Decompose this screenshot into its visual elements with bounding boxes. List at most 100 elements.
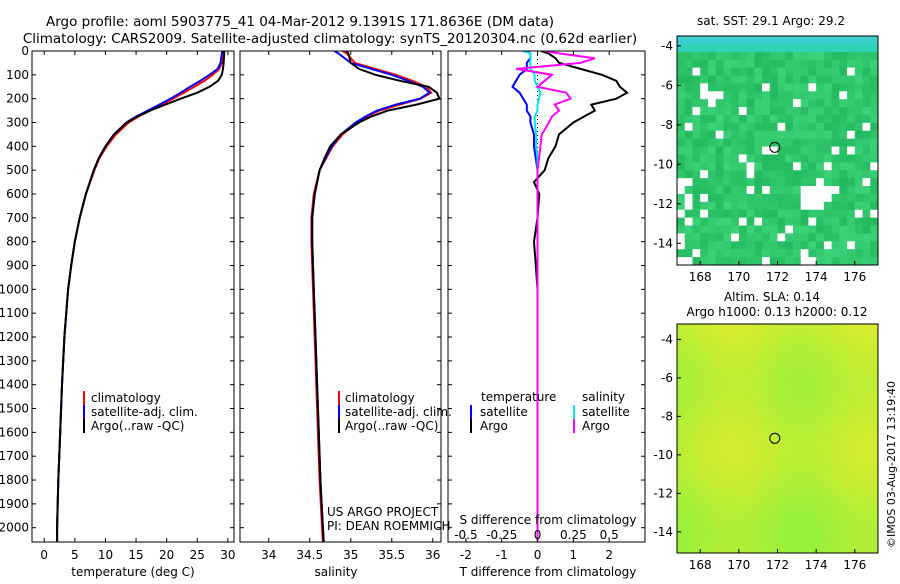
map-cell	[847, 489, 856, 499]
map-cell	[854, 249, 864, 258]
map-cell	[854, 43, 864, 53]
map-cell	[831, 379, 840, 388]
map-cell	[785, 324, 794, 333]
map-cell	[816, 225, 825, 235]
map-cell	[746, 489, 755, 499]
map-cell	[870, 154, 878, 163]
map-cell	[870, 434, 878, 444]
map-cell	[677, 201, 686, 211]
map-cell	[792, 241, 802, 250]
map-cell	[800, 59, 810, 69]
map-cell	[707, 379, 717, 388]
map-cell	[854, 474, 864, 483]
map-cell	[684, 371, 694, 380]
map-cell	[854, 36, 864, 45]
map-cell	[692, 426, 701, 436]
map-cell	[839, 434, 848, 444]
map-cell	[715, 474, 724, 483]
map-cell	[707, 162, 717, 171]
map-cell	[754, 201, 763, 211]
map-cell	[823, 186, 833, 195]
map-cell	[831, 138, 840, 148]
map-cell	[800, 434, 810, 444]
map-cell	[692, 418, 701, 428]
map-cell	[800, 402, 810, 412]
map-cell	[839, 450, 848, 459]
map-cell	[769, 241, 779, 250]
map-cell	[762, 458, 771, 467]
map-cell	[854, 178, 864, 187]
map-cell	[754, 466, 763, 475]
map-cell	[715, 193, 724, 203]
map-cell	[839, 379, 848, 388]
map-cell	[677, 249, 686, 258]
map-cell	[684, 450, 694, 459]
map-cell	[738, 193, 748, 203]
map-cell	[847, 434, 856, 444]
map-cell	[808, 75, 817, 84]
map-cell	[854, 355, 864, 365]
map-cell	[839, 347, 848, 357]
map-cell	[769, 426, 779, 436]
map-cell	[746, 233, 755, 242]
map-cell	[839, 489, 848, 499]
map-cell	[754, 481, 763, 491]
map-cell	[700, 43, 709, 53]
map-cell	[808, 434, 817, 444]
map-cell	[816, 513, 825, 523]
map-cell	[762, 43, 771, 53]
map-cell	[754, 186, 763, 195]
map-cell	[731, 442, 740, 451]
map-cell	[754, 497, 763, 507]
map-cell	[777, 217, 786, 227]
map-cell	[677, 402, 686, 412]
map-cell	[870, 402, 878, 412]
map-cell	[738, 489, 748, 499]
map-cell	[839, 114, 848, 124]
map-cell	[700, 505, 709, 515]
map-cell	[731, 529, 740, 538]
map-cell	[823, 91, 833, 100]
map-cell	[707, 481, 717, 491]
map-cell	[769, 331, 779, 341]
map-cell	[731, 186, 740, 195]
map-cell	[800, 324, 810, 333]
map-cell	[808, 43, 817, 53]
map-cell	[723, 59, 732, 69]
map-cell	[831, 154, 840, 163]
map-cell	[854, 434, 864, 444]
map-cell	[684, 162, 694, 171]
map-cell	[785, 545, 794, 553]
map-cell	[847, 395, 856, 404]
map-cell	[715, 122, 724, 132]
map-cell	[731, 387, 740, 396]
map-cell	[808, 178, 817, 187]
map-cell	[692, 521, 701, 530]
map-cell	[715, 418, 724, 428]
map-cell	[692, 201, 701, 211]
map-cell	[769, 99, 779, 108]
map-cell	[769, 529, 779, 538]
lon-tick-label: 172	[766, 558, 789, 572]
map-cell	[692, 154, 701, 163]
map-cell	[677, 331, 686, 341]
map-cell	[700, 434, 709, 444]
map-cell	[808, 130, 817, 140]
map-cell	[677, 521, 686, 530]
map-cell	[800, 225, 810, 235]
map-cell	[738, 537, 748, 546]
map-cell	[723, 154, 732, 163]
map-cell	[762, 114, 771, 124]
map-cell	[800, 537, 810, 546]
map-cell	[823, 154, 833, 163]
map-cell	[762, 209, 771, 219]
map-cell	[769, 410, 779, 420]
map-cell	[731, 36, 740, 45]
map-cell	[715, 402, 724, 412]
map-cell	[731, 395, 740, 404]
map-cell	[746, 201, 755, 211]
map-cell	[731, 426, 740, 436]
map-cell	[707, 241, 717, 250]
map-cell	[715, 521, 724, 530]
map-cell	[854, 201, 864, 211]
